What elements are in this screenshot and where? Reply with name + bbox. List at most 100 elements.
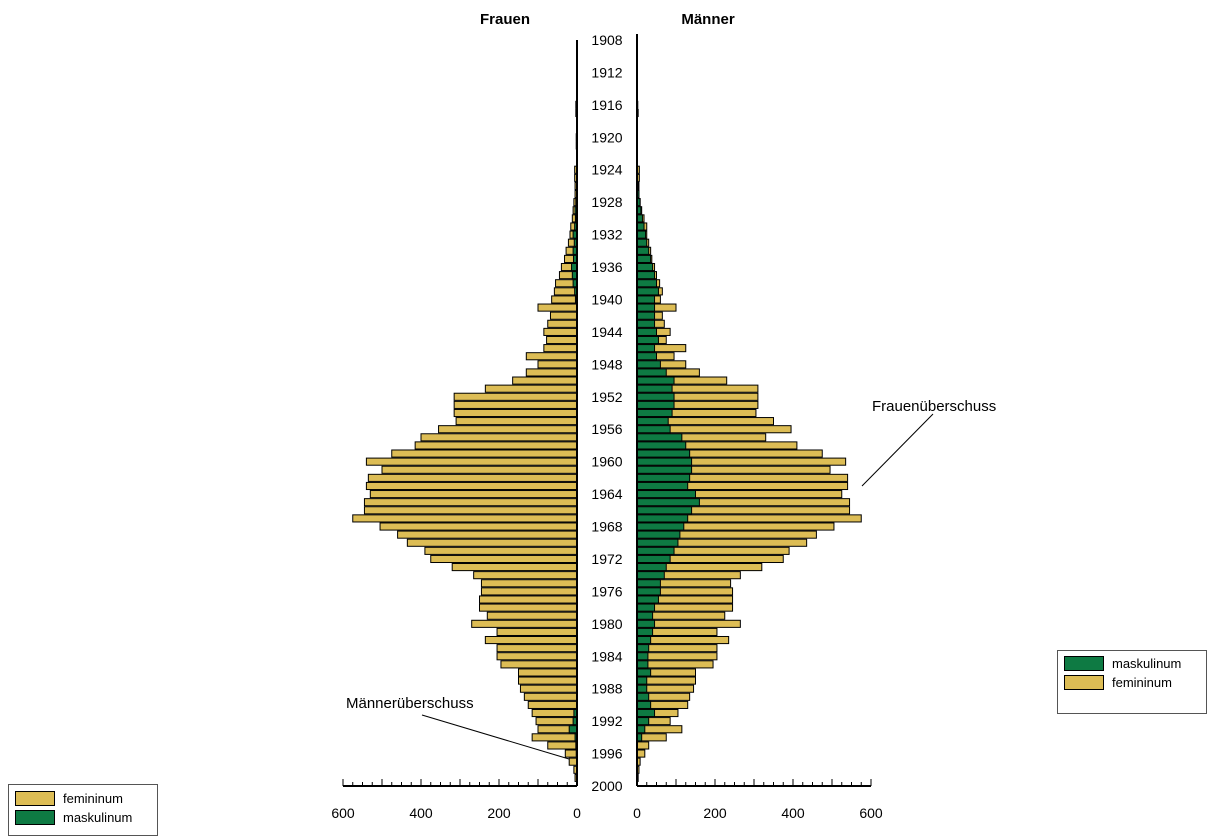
legend-label-femininum: femininum [63,791,123,806]
men-masculine-bar-1955 [636,417,669,426]
legend-item-maskulinum: maskulinum [15,808,151,827]
men-masculine-bar-1979 [636,611,654,620]
women-feminine-bar-1987 [518,676,578,685]
women-feminine-bar-1975 [480,579,578,588]
men-masculine-bar-1941 [636,303,656,312]
men-masculine-bar-1982 [636,635,652,645]
men-masculine-bar-1970 [636,538,679,547]
women-feminine-bar-1994 [531,733,578,742]
right-x-tick-label-600: 600 [859,805,883,821]
women-feminine-bar-1977 [479,595,578,604]
year-label-1932: 1932 [591,227,622,243]
women-feminine-bar-1957 [420,433,578,442]
women-feminine-bar-1945 [546,335,578,345]
year-label-1924: 1924 [591,162,622,178]
women-feminine-bar-1995 [547,741,578,750]
women-feminine-bar-1989 [523,692,578,701]
women-feminine-bar-1944 [543,327,578,336]
men-masculine-bar-1957 [636,433,683,442]
men-masculine-bar-1958 [636,441,687,450]
men-masculine-bar-1949 [636,368,667,377]
men-feminine-bar-1984 [636,652,718,661]
women-feminine-bar-1985 [500,660,578,669]
year-label-1908: 1908 [591,32,622,48]
women-feminine-bar-1946 [543,344,578,353]
women-masculine-bar-1993 [568,725,578,734]
women-feminine-bar-1968 [379,522,578,531]
men-masculine-bar-1988 [636,684,648,693]
legend-label-maskulinum: maskulinum [63,810,133,825]
women-feminine-bar-1990 [527,700,578,709]
men-masculine-bar-1940 [636,295,656,304]
men-masculine-bar-1978 [636,603,656,612]
men-masculine-bar-1956 [636,425,671,434]
annotation-frauenueberschuss-label: Frauenüberschuss [872,398,996,415]
men-masculine-bar-1936 [636,262,654,272]
women-feminine-bar-1981 [496,627,578,636]
year-label-1980: 1980 [591,616,622,632]
year-label-1940: 1940 [591,291,622,307]
men-masculine-bar-1933 [636,238,648,247]
right-x-tick-label-400: 400 [781,805,805,821]
women-feminine-bar-1939 [553,287,578,296]
men-masculine-bar-1987 [636,676,648,685]
men-masculine-bar-1975 [636,579,661,588]
left-x-tick-label-0: 0 [573,805,581,821]
year-label-1976: 1976 [591,583,622,599]
x-axes: 0 0 200 200 400 400 600 600 [331,779,883,821]
legend-left: femininum maskulinum [8,784,158,836]
men-masculine-bar-1974 [636,571,665,580]
women-feminine-bar-1982 [484,635,578,645]
women-feminine-bar-1970 [406,538,578,547]
women-feminine-bar-1961 [381,465,578,474]
year-label-1920: 1920 [591,129,622,145]
year-label-1928: 1928 [591,194,622,210]
men-masculine-bar-1951 [636,384,673,393]
legend-swatch-maskulinum [1064,656,1104,671]
men-masculine-bar-1959 [636,449,691,458]
men-masculine-bar-1937 [636,271,656,280]
women-feminine-bar-1976 [480,587,578,596]
women-feminine-bar-1972 [430,554,578,564]
year-label-1964: 1964 [591,486,622,502]
women-feminine-bar-1940 [551,295,578,304]
men-masculine-bar-1967 [636,514,689,523]
men-masculine-bar-1947 [636,352,657,361]
women-feminine-bar-1941 [537,303,578,312]
men-masculine-bar-1989 [636,692,650,701]
annotation-frauenueberschuss: Frauenüberschuss [861,398,996,487]
year-label-1960: 1960 [591,454,622,470]
men-masculine-bar-1962 [636,473,691,482]
men-masculine-bar-1952 [636,392,675,401]
men-masculine-bar-1973 [636,563,667,572]
men-masculine-bar-1986 [636,668,652,677]
women-feminine-bar-1983 [496,644,578,653]
men-masculine-bar-1963 [636,481,689,491]
men-masculine-bar-1977 [636,595,659,604]
men-masculine-bar-1944 [636,327,657,336]
men-masculine-bar-1948 [636,360,661,369]
men-masculine-bar-1964 [636,490,696,499]
left-header: Frauen [480,11,530,28]
year-label-1956: 1956 [591,421,622,437]
women-feminine-bar-1992 [535,717,578,726]
women-feminine-bar-1973 [451,563,578,572]
women-feminine-bar-1967 [352,514,578,523]
legend-label-maskulinum: maskulinum [1112,656,1182,671]
women-feminine-bar-1950 [512,376,578,385]
right-header: Männer [681,11,735,28]
year-label-1948: 1948 [591,356,622,372]
women-feminine-bar-1948 [537,360,578,369]
men-masculine-bar-1935 [636,254,652,263]
year-label-1992: 1992 [591,713,622,729]
men-masculine-bar-1945 [636,335,659,345]
women-feminine-bar-1979 [486,611,578,620]
women-feminine-bar-1988 [519,684,578,693]
women-feminine-bar-1956 [438,425,578,434]
women-feminine-bar-1978 [479,603,578,612]
women-feminine-bar-1949 [525,368,578,377]
women-feminine-bar-1953 [453,400,578,409]
men-bars [636,100,862,782]
men-feminine-bar-1995 [636,741,650,750]
women-feminine-bar-1971 [424,546,578,555]
